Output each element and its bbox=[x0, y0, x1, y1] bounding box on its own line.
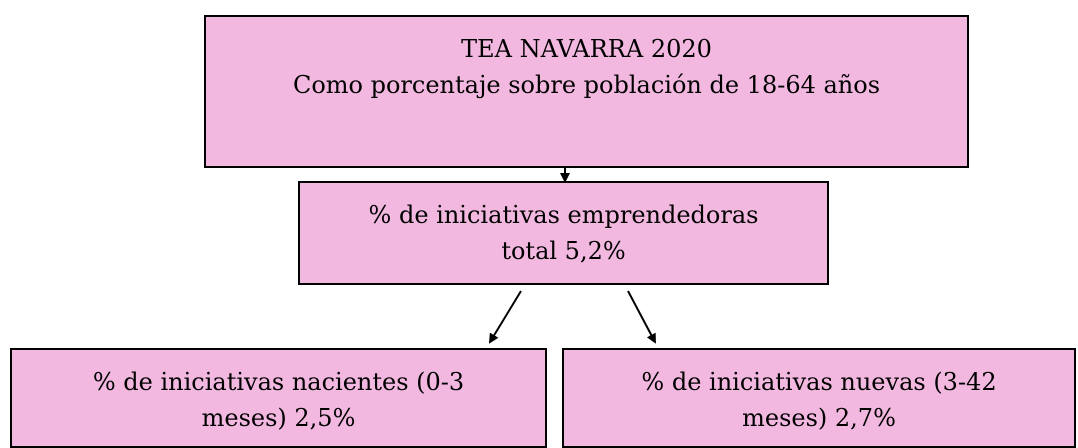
node-text: meses) 2,7% bbox=[742, 404, 896, 432]
node-text: % de iniciativas emprendedoras bbox=[368, 201, 759, 229]
node: % de iniciativas nacientes (0-3 meses) 2… bbox=[10, 348, 547, 448]
arrow bbox=[488, 290, 522, 344]
node: % de iniciativas emprendedoras total 5,2… bbox=[298, 181, 829, 285]
node: TEA NAVARRA 2020 Como porcentaje sobre p… bbox=[204, 15, 969, 168]
node-text: Como porcentaje sobre población de 18-64… bbox=[292, 71, 881, 99]
node-text: % de iniciativas nacientes (0-3 bbox=[92, 368, 465, 396]
node-text: % de iniciativas nuevas (3-42 bbox=[641, 368, 997, 396]
node: % de iniciativas nuevas (3-42 meses) 2,7… bbox=[562, 348, 1076, 448]
node-text: TEA NAVARRA 2020 bbox=[461, 35, 712, 63]
arrow bbox=[627, 290, 656, 344]
node-text: total 5,2% bbox=[501, 237, 626, 265]
node-text: meses) 2,5% bbox=[201, 404, 356, 432]
